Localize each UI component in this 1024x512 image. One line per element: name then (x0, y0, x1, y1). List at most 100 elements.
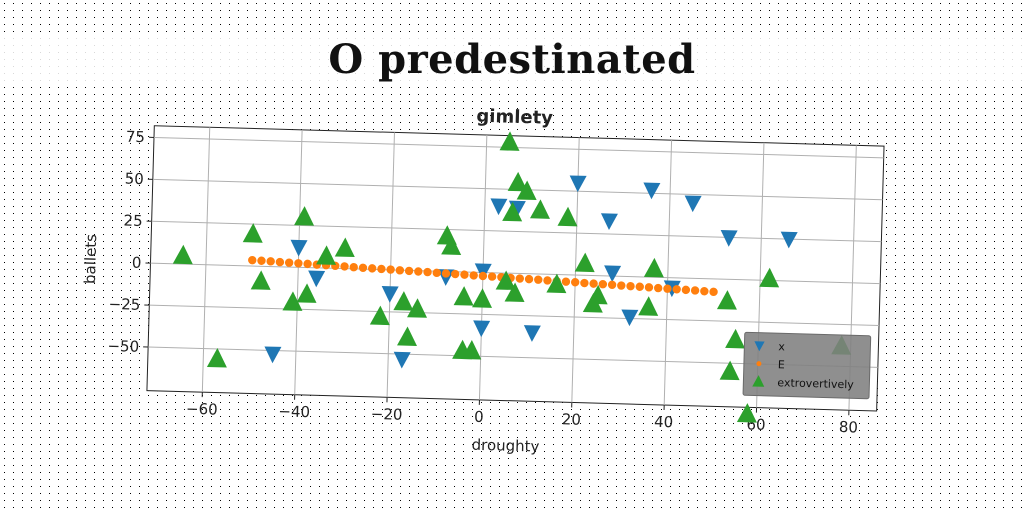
data-point (264, 346, 282, 364)
data-point (453, 286, 474, 306)
data-point (700, 287, 709, 296)
data-point (472, 288, 493, 308)
chart-container: gimlety −60 −40 −20 0 20 40 60 80 −50 −25 0 25 50 75… (65, 88, 905, 481)
x-tick-label: −40 (278, 402, 310, 421)
data-point (386, 265, 395, 274)
data-point (635, 282, 644, 291)
data-point (719, 360, 740, 381)
data-point (534, 275, 543, 284)
data-point (461, 340, 482, 360)
data-point (499, 131, 520, 151)
y-grid-line (153, 136, 884, 159)
data-point (684, 195, 702, 213)
y-tick-label: 25 (123, 211, 143, 230)
data-point (377, 264, 386, 274)
data-point (681, 285, 691, 295)
data-point (736, 403, 757, 423)
data-point (725, 328, 746, 349)
data-point (626, 281, 635, 291)
data-point (294, 206, 315, 226)
data-point (393, 291, 414, 311)
data-point (529, 199, 550, 219)
data-point (441, 269, 451, 278)
legend-label: E (778, 358, 785, 371)
x-tick-label: 80 (839, 418, 859, 437)
data-point (574, 252, 595, 273)
data-point (516, 180, 537, 201)
legend-marker (756, 361, 762, 367)
data-point (414, 267, 423, 276)
data-point (257, 256, 266, 265)
legend-box (742, 331, 872, 400)
data-point (395, 266, 405, 275)
data-point (381, 285, 399, 303)
x-grid-line (386, 132, 395, 398)
data-point (469, 271, 478, 280)
data-point (474, 263, 492, 281)
data-point (709, 287, 718, 297)
data-point (303, 259, 312, 269)
legend-marker (754, 341, 765, 352)
series-x (264, 175, 798, 369)
data-point (598, 280, 608, 289)
data-point (515, 274, 525, 283)
legend-label: extrovertively (777, 376, 854, 391)
data-point (367, 264, 377, 273)
data-point (487, 272, 497, 281)
x-tick-label: 20 (562, 410, 582, 429)
data-point (580, 278, 589, 288)
data-point (441, 235, 462, 255)
data-point (432, 268, 441, 278)
data-point (393, 351, 411, 369)
data-point (473, 320, 491, 338)
data-point (524, 274, 534, 284)
data-point (250, 270, 271, 290)
scatter-chart: gimlety −60 −40 −20 0 20 40 60 80 −50−250255075… (81, 106, 885, 456)
data-point (600, 213, 618, 230)
data-marks (172, 131, 852, 423)
data-point (507, 171, 528, 192)
data-point (720, 230, 738, 247)
data-point (404, 266, 414, 276)
data-point (275, 257, 285, 267)
y-grid-line (149, 304, 880, 326)
y-tick-label: 75 (126, 128, 146, 147)
data-point (266, 257, 275, 266)
data-point (604, 265, 622, 283)
data-point (294, 259, 303, 268)
data-point (334, 237, 355, 258)
x-tick-label: −60 (186, 400, 218, 419)
y-grid-line (151, 220, 882, 243)
series-extrovertively (172, 131, 852, 423)
data-point (607, 280, 617, 290)
legend-marker (752, 375, 765, 387)
data-point (460, 270, 469, 279)
data-point (206, 348, 227, 368)
x-axis-label: droughty (471, 436, 539, 456)
data-point (478, 271, 488, 281)
y-tick-label: −50 (107, 337, 139, 356)
data-point (569, 175, 587, 193)
data-point (369, 305, 390, 326)
data-point (296, 283, 317, 303)
data-point (543, 276, 552, 285)
y-tick-label: 50 (124, 170, 144, 189)
data-point (172, 244, 193, 265)
data-point (759, 267, 780, 288)
data-point (557, 206, 578, 227)
data-point (242, 223, 263, 243)
data-point (282, 291, 303, 311)
data-point (716, 290, 737, 310)
data-point (523, 325, 541, 342)
data-point (349, 262, 358, 272)
data-point (490, 198, 508, 216)
x-tick-label: −20 (371, 405, 403, 424)
data-point (638, 296, 659, 316)
x-tick-labels: −60 −40 −20 0 20 40 60 80 (186, 400, 858, 437)
data-point (621, 309, 639, 327)
data-point (546, 273, 567, 294)
data-point (397, 326, 418, 346)
y-grid-line (150, 262, 881, 285)
x-tick-label: 40 (654, 413, 674, 432)
